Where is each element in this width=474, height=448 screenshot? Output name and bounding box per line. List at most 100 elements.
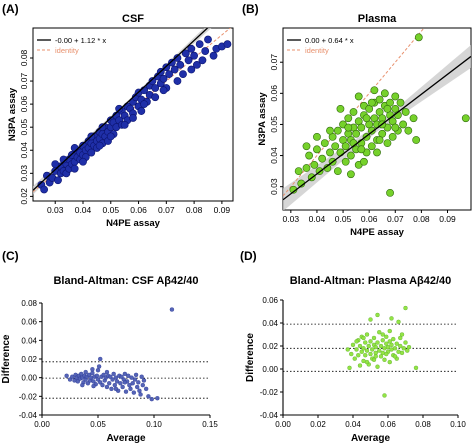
data-point [378,343,384,349]
data-point [179,70,187,79]
y-tick-label: 0.00 [21,374,37,383]
y-tick-label: 0.06 [262,296,278,305]
data-point [120,384,125,390]
data-point [104,369,110,375]
data-point [382,357,387,362]
data-point [90,370,95,376]
y-tick-label: 0.06 [269,85,279,102]
data-point [110,377,115,382]
data-point [122,371,128,377]
data-point [137,107,146,115]
data-point [80,382,85,388]
x-tick-label: 0.05 [90,420,106,429]
data-point [414,33,423,42]
data-point [98,123,107,132]
data-point [405,348,410,353]
data-point [79,157,87,166]
x-tick-label: 0.08 [186,205,203,215]
data-point [149,396,154,402]
y-tick-label: 0.02 [19,188,29,205]
x-tick-label: 0.02 [310,420,326,429]
y-tick-label: 0.08 [21,299,37,308]
panel-label: (D) [240,249,257,263]
data-point [389,342,394,348]
panel-b: (B) Plasma 0.03 0.04 0.05 0.06 0.07 0.08 0.09 0.0… [242,2,472,238]
data-point [195,40,204,49]
data-point [391,92,400,101]
data-point [380,338,385,343]
data-point [359,349,364,354]
data-point [357,363,363,368]
y-tick-label: -0.02 [260,388,279,397]
data-point [396,319,401,325]
data-point [87,148,96,157]
data-point [187,44,196,53]
panel-d: (D) Bland-Altman: Plasma Aβ42/40 0.00 0.02 0… [240,249,466,444]
x-tick-label: 0.00 [34,420,50,429]
y-tick-label: 0.05 [269,116,279,133]
data-point [106,381,112,386]
data-point [201,47,210,55]
data-point [96,364,102,369]
data-point [399,332,405,337]
x-tick-label: 0.08 [413,214,430,224]
data-point [401,346,406,351]
data-point [104,384,110,390]
data-point [404,126,413,135]
y-tick-label: 0.04 [21,336,37,345]
data-point [361,346,366,351]
data-point [352,356,357,361]
x-axis-label: Average [106,433,146,444]
data-point [387,359,392,365]
identity-line [33,28,232,193]
panel-a: (A) CSF 0.03 0.04 0.05 0.06 0.07 0.08 0.09 0.02 0.… [2,2,234,229]
data-point [294,167,303,176]
data-point [346,151,355,160]
data-point [361,335,366,341]
data-point [331,142,340,151]
data-point [388,132,397,141]
panel-label: (B) [242,2,259,16]
data-point [159,74,168,83]
data-point [155,396,160,401]
data-point [368,351,373,357]
data-point [386,188,394,197]
y-tick-label: 0.06 [21,318,37,327]
data-point [401,108,410,116]
plot-frame [32,27,234,202]
y-tick-label: 0.02 [21,355,37,364]
data-point [313,145,321,154]
x-tick-label: 0.04 [345,420,361,429]
y-tick-label: 0.05 [19,119,29,136]
x-axis-label: N4PE assay [350,227,405,238]
data-point [318,154,327,163]
data-point [396,98,405,107]
data-point [375,95,384,104]
data-point [138,392,143,397]
y-tick-label: 0.07 [19,73,29,90]
data-point [169,307,175,312]
x-tick-label: 0.15 [202,420,218,429]
x-tick-label: 0.10 [450,420,466,429]
y-tick-label: -0.04 [19,411,38,420]
x-tick-label: 0.07 [158,205,175,215]
y-tick-label: -0.02 [19,392,38,401]
data-point [354,92,363,101]
panel-label: (A) [2,2,19,16]
data-point [326,148,334,157]
fit-line [283,55,471,201]
data-point [94,373,100,378]
data-point [352,129,361,138]
data-point [302,142,311,151]
x-tick-label: 0.07 [387,214,404,224]
data-point [344,123,353,132]
data-point [326,126,334,135]
data-point [98,356,103,362]
y-tick-label: 0.00 [262,365,278,374]
data-point [320,139,329,148]
x-tick-label: 0.03 [47,205,64,215]
data-point [70,164,79,173]
data-point [120,120,129,129]
